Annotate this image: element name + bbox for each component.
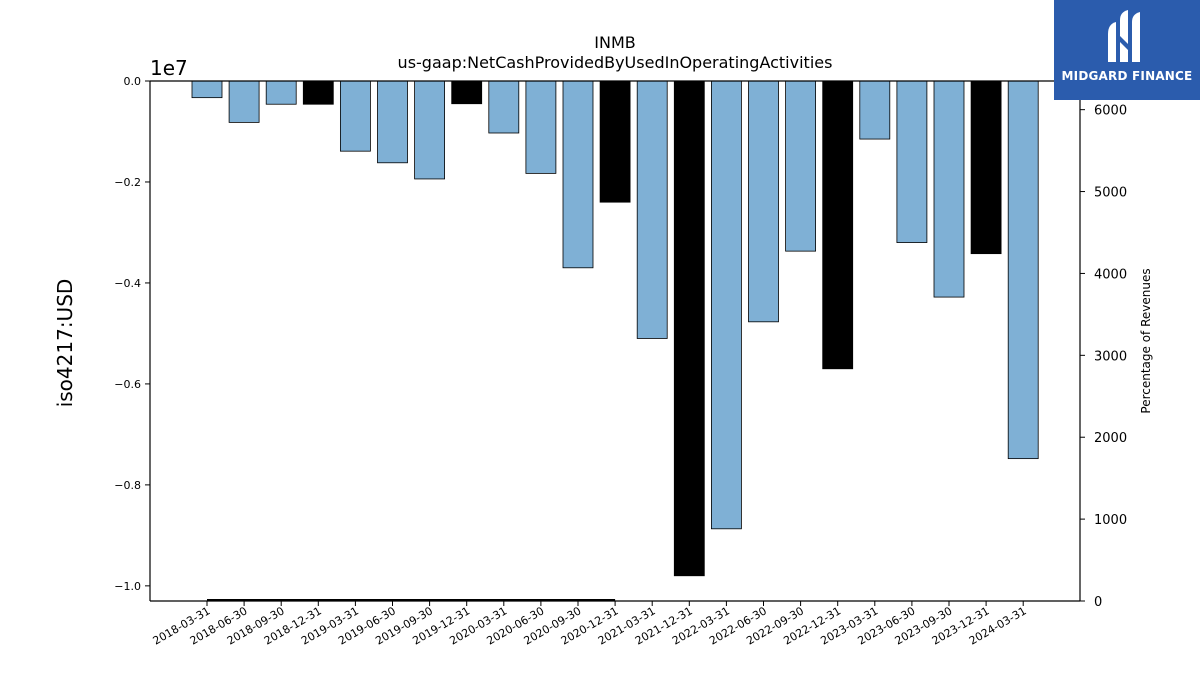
y-right-tick-label: 3000: [1094, 349, 1127, 364]
bar-2019-09-30: [414, 80, 446, 180]
bar-2022-12-31: [822, 80, 854, 370]
bar-2023-09-30: [933, 80, 965, 298]
bar-2023-03-31: [859, 80, 891, 140]
bar-2020-09-30: [562, 80, 594, 269]
y-tick-label: −1.0: [114, 580, 141, 593]
midgard-finance-logo: MIDGARD FINANCE: [1054, 0, 1200, 100]
logo-text: MIDGARD FINANCE: [1061, 69, 1193, 83]
bar-2022-06-30: [748, 80, 779, 323]
y-ticks-layer: 0.0 −0.2 −0.4 −0.6 −0.8 −1.0: [114, 75, 150, 593]
chart-title: INMB: [594, 33, 635, 52]
bars-layer: [191, 80, 1039, 577]
bar-2018-12-31: [302, 80, 334, 105]
bar-2018-09-30: [265, 80, 297, 105]
bar-2020-03-31: [488, 80, 520, 134]
y-right-tick-label: 6000: [1094, 104, 1127, 119]
y-ticks-right-layer: 0 1000 2000 3000 4000 5000 6000: [1080, 104, 1127, 610]
y-right-tick-label: 0: [1094, 595, 1102, 610]
bar-2022-09-30: [785, 80, 816, 252]
bar-2020-12-31: [599, 80, 631, 203]
y-right-tick-label: 4000: [1094, 267, 1127, 282]
bar-2021-03-31: [636, 80, 668, 339]
y-tick-label: −0.6: [114, 378, 141, 391]
bar-2022-03-31: [711, 80, 742, 530]
bar-2019-06-30: [377, 80, 408, 164]
y-tick-label: −0.8: [114, 479, 141, 492]
bar-2023-12-31: [970, 80, 1002, 255]
y-axis-label-right: Percentage of Revenues: [1139, 268, 1153, 413]
y-right-tick-label: 1000: [1094, 513, 1127, 528]
bar-2018-03-31: [191, 80, 223, 99]
bar-2024-03-31: [1007, 80, 1039, 460]
midgard-logo-icon: [1108, 10, 1140, 62]
y-axis-label: iso4217:USD: [53, 279, 77, 408]
x-ticks-layer: 2018-03-312018-06-302018-09-302018-12-31…: [151, 601, 1029, 648]
chart-subtitle: us-gaap:NetCashProvidedByUsedInOperating…: [398, 53, 833, 72]
y-tick-label: −0.4: [114, 277, 141, 290]
y-tick-label: 0.0: [124, 75, 142, 88]
bar-2023-06-30: [896, 80, 928, 243]
bar-2019-03-31: [339, 80, 371, 152]
y-right-tick-label: 2000: [1094, 431, 1127, 446]
y-right-tick-label: 5000: [1094, 186, 1127, 201]
bar-2020-06-30: [525, 80, 557, 174]
y-tick-label: −0.2: [114, 176, 141, 189]
bar-2019-12-31: [451, 80, 483, 105]
bar-2021-12-31: [673, 80, 705, 577]
y-offset-label: 1e7: [150, 56, 188, 80]
bar-2018-06-30: [228, 80, 260, 123]
